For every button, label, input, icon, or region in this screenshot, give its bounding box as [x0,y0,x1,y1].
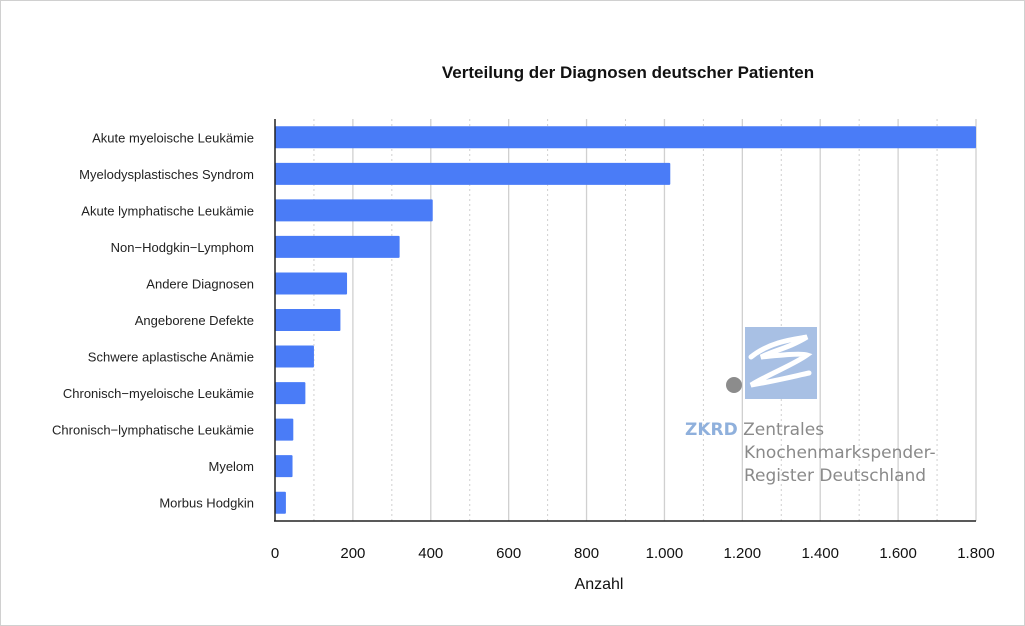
x-tick-label: 1.800 [957,545,995,562]
x-tick-label: 800 [574,545,599,562]
zkrd-logo-text: ZKRD Zentrales [685,419,824,442]
zkrd-logo-swoosh [748,334,813,388]
zkrd-line1: Zentrales [743,420,825,440]
x-tick-label: 600 [496,545,521,562]
bar [275,418,294,441]
x-tick-label: 1.000 [646,545,684,562]
bar [275,309,341,331]
bar [275,199,433,222]
x-tick-label: 200 [340,545,365,562]
category-labels: Akute myeloische Leukämie Myelodysplastis… [52,130,254,510]
category-label: Schwere aplastische Anämie [88,350,254,365]
x-axis-label: Anzahl [575,576,624,593]
category-label: Andere Diagnosen [146,276,254,291]
bar [275,491,286,514]
category-label: Akute lymphatische Leukämie [81,203,254,218]
zkrd-line3: Register Deutschland [744,466,927,486]
category-label: Myelom [208,459,254,474]
category-label: Chronisch−myeloische Leukämie [63,386,254,401]
x-tick-label: 400 [418,545,443,562]
category-label: Angeborene Defekte [135,313,254,328]
zkrd-logo [726,327,817,399]
zkrd-brand: ZKRD [685,420,738,440]
category-label: Non−Hodgkin−Lymphom [111,240,254,255]
x-tick-label: 1.400 [801,545,839,562]
category-label: Morbus Hodgkin [159,496,254,511]
zkrd-line2: Knochenmarkspender- [744,443,936,463]
x-tick-labels: 0 200 400 600 800 1.000 1.200 1.400 1.600 1.800 [271,545,995,562]
bar [275,272,348,295]
category-label: Akute myeloische Leukämie [92,130,254,145]
bar [275,345,314,368]
x-tick-label: 1.600 [879,545,917,562]
bar [275,162,671,185]
bar [275,455,293,478]
category-label: Chronisch−lymphatische Leukämie [52,423,254,438]
bar [275,235,400,258]
x-tick-label: 0 [271,545,279,562]
zkrd-logo-dot [726,377,742,393]
bars [275,126,976,514]
bar [275,126,976,149]
grid-lines [313,119,977,521]
x-tick-label: 1.200 [724,545,762,562]
category-label: Myelodysplastisches Syndrom [79,167,254,182]
chart-title: Verteilung der Diagnosen deutscher Patie… [442,63,814,82]
bar [275,382,306,405]
